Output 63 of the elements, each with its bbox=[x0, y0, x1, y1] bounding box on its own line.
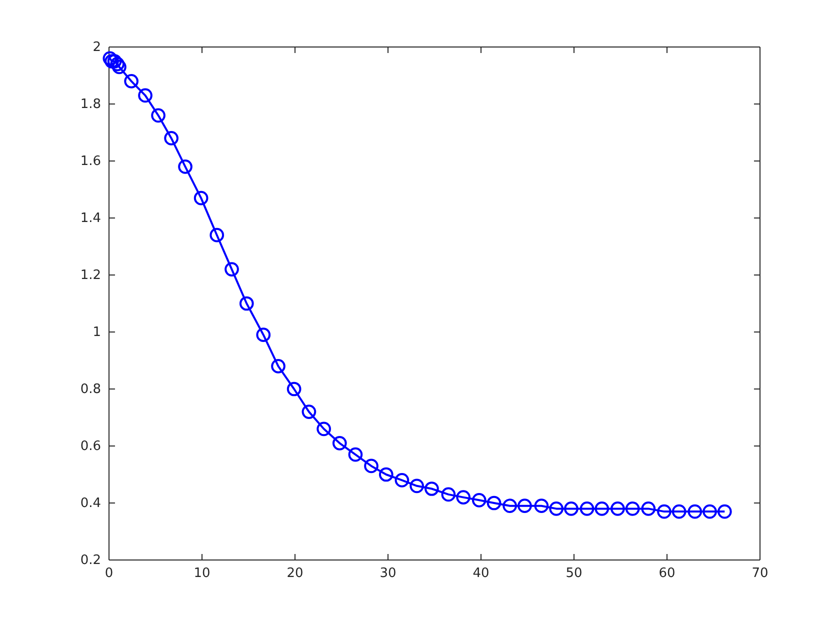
x-tick-label: 60 bbox=[658, 566, 676, 582]
point bbox=[564, 502, 578, 516]
y-tick-label: 1 bbox=[92, 325, 101, 340]
point bbox=[502, 498, 518, 514]
point bbox=[107, 54, 122, 68]
point bbox=[472, 492, 486, 508]
x-tick-label: 40 bbox=[472, 566, 490, 582]
point bbox=[164, 131, 178, 146]
point bbox=[151, 108, 166, 123]
y-tick-label: 0.2 bbox=[80, 553, 101, 568]
point bbox=[580, 502, 594, 516]
point bbox=[332, 436, 347, 450]
point bbox=[641, 502, 656, 516]
point bbox=[124, 74, 138, 88]
point bbox=[138, 88, 152, 103]
y-tick-label: 0.6 bbox=[80, 439, 101, 454]
point bbox=[410, 478, 424, 494]
point bbox=[672, 504, 686, 519]
y-tick-label: 0.8 bbox=[80, 382, 101, 398]
point bbox=[594, 502, 610, 516]
point bbox=[239, 296, 254, 311]
point bbox=[441, 487, 456, 502]
point bbox=[348, 447, 363, 462]
x-tick-label: 20 bbox=[286, 566, 304, 582]
point bbox=[110, 56, 125, 72]
point bbox=[717, 504, 732, 519]
point bbox=[534, 498, 549, 514]
point bbox=[104, 54, 119, 68]
point bbox=[178, 160, 192, 174]
point bbox=[456, 490, 471, 504]
y-tick-label: 2 bbox=[92, 40, 101, 56]
x-tick-label: 0 bbox=[104, 566, 114, 582]
y-tick-label: 0.4 bbox=[80, 496, 101, 512]
point bbox=[549, 502, 564, 516]
point bbox=[610, 502, 625, 516]
x-tick-label: 70 bbox=[752, 566, 768, 582]
point bbox=[657, 504, 672, 519]
y-tick-label: 1.4 bbox=[80, 211, 101, 226]
y-tick-label: 1.6 bbox=[80, 154, 101, 170]
point bbox=[394, 473, 410, 488]
point bbox=[112, 60, 126, 74]
point bbox=[271, 359, 286, 374]
point bbox=[194, 190, 208, 206]
point bbox=[378, 467, 394, 482]
point bbox=[224, 262, 239, 276]
y-tick-label: 1.8 bbox=[80, 97, 101, 112]
x-tick-label: 10 bbox=[194, 566, 210, 582]
point bbox=[688, 504, 702, 519]
point bbox=[518, 498, 532, 514]
x-tick-label: 30 bbox=[380, 566, 396, 582]
point bbox=[102, 51, 118, 66]
point bbox=[625, 502, 640, 516]
point bbox=[486, 496, 502, 510]
point bbox=[286, 382, 302, 396]
point bbox=[364, 458, 378, 474]
point bbox=[302, 404, 316, 419]
point bbox=[210, 228, 224, 242]
point bbox=[424, 482, 439, 496]
y-tick-label: 1.2 bbox=[80, 268, 101, 284]
point bbox=[256, 328, 271, 342]
point bbox=[702, 504, 717, 519]
x-tick-label: 50 bbox=[566, 566, 582, 582]
point bbox=[316, 422, 332, 436]
